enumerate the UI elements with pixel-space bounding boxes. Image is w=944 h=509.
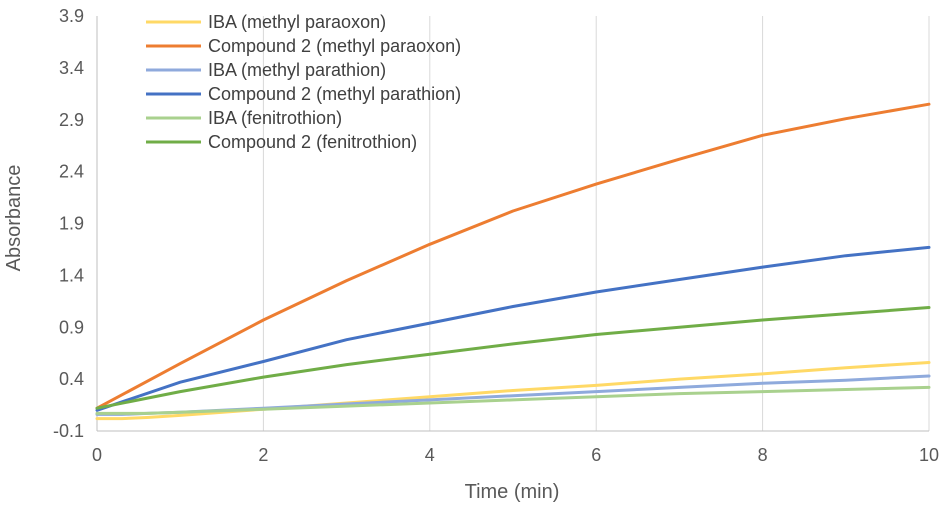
x-tick-label-2: 4 [425,445,435,465]
legend-label-0: IBA (methyl paraoxon) [208,12,386,32]
tick-labels: -0.1 0.4 0.9 1.4 1.9 2.4 2.9 3.4 3.9 0 2 4 6 8 10 [53,6,939,465]
y-tick-label-8: 3.9 [59,6,84,26]
legend-label-2: IBA (methyl parathion) [208,60,386,80]
x-tick-label-4: 8 [758,445,768,465]
series-line-2 [95,374,931,416]
series-line-5 [95,306,931,410]
x-tick-label-5: 10 [919,445,939,465]
y-tick-label-7: 3.4 [59,58,84,78]
y-tick-label-1: 0.4 [59,369,84,389]
legend: IBA (methyl paraoxon) Compound 2 (methyl … [146,12,461,152]
y-tick-label-3: 1.4 [59,265,84,285]
y-tick-label-0: -0.1 [53,421,84,441]
x-axis-title: Time (min) [465,481,560,503]
y-axis-title: Absorbance [3,165,25,272]
series-layer [95,102,931,421]
x-tick-label-1: 2 [258,445,268,465]
legend-label-4: IBA (fenitrothion) [208,108,342,128]
x-tick-label-0: 0 [92,445,102,465]
series-line-4 [95,385,931,415]
y-tick-label-2: 0.9 [59,317,84,337]
legend-label-3: Compound 2 (methyl parathion) [208,84,461,104]
x-tick-label-3: 6 [591,445,601,465]
legend-label-1: Compound 2 (methyl paraoxon) [208,36,461,56]
legend-label-5: Compound 2 (fenitrothion) [208,132,417,152]
y-tick-label-6: 2.9 [59,110,84,130]
series-line-0 [95,361,931,421]
y-tick-label-5: 2.4 [59,162,84,182]
axes [96,16,929,432]
y-tick-label-4: 1.9 [59,214,84,234]
series-line-1 [95,102,931,410]
series-line-3 [95,245,931,412]
